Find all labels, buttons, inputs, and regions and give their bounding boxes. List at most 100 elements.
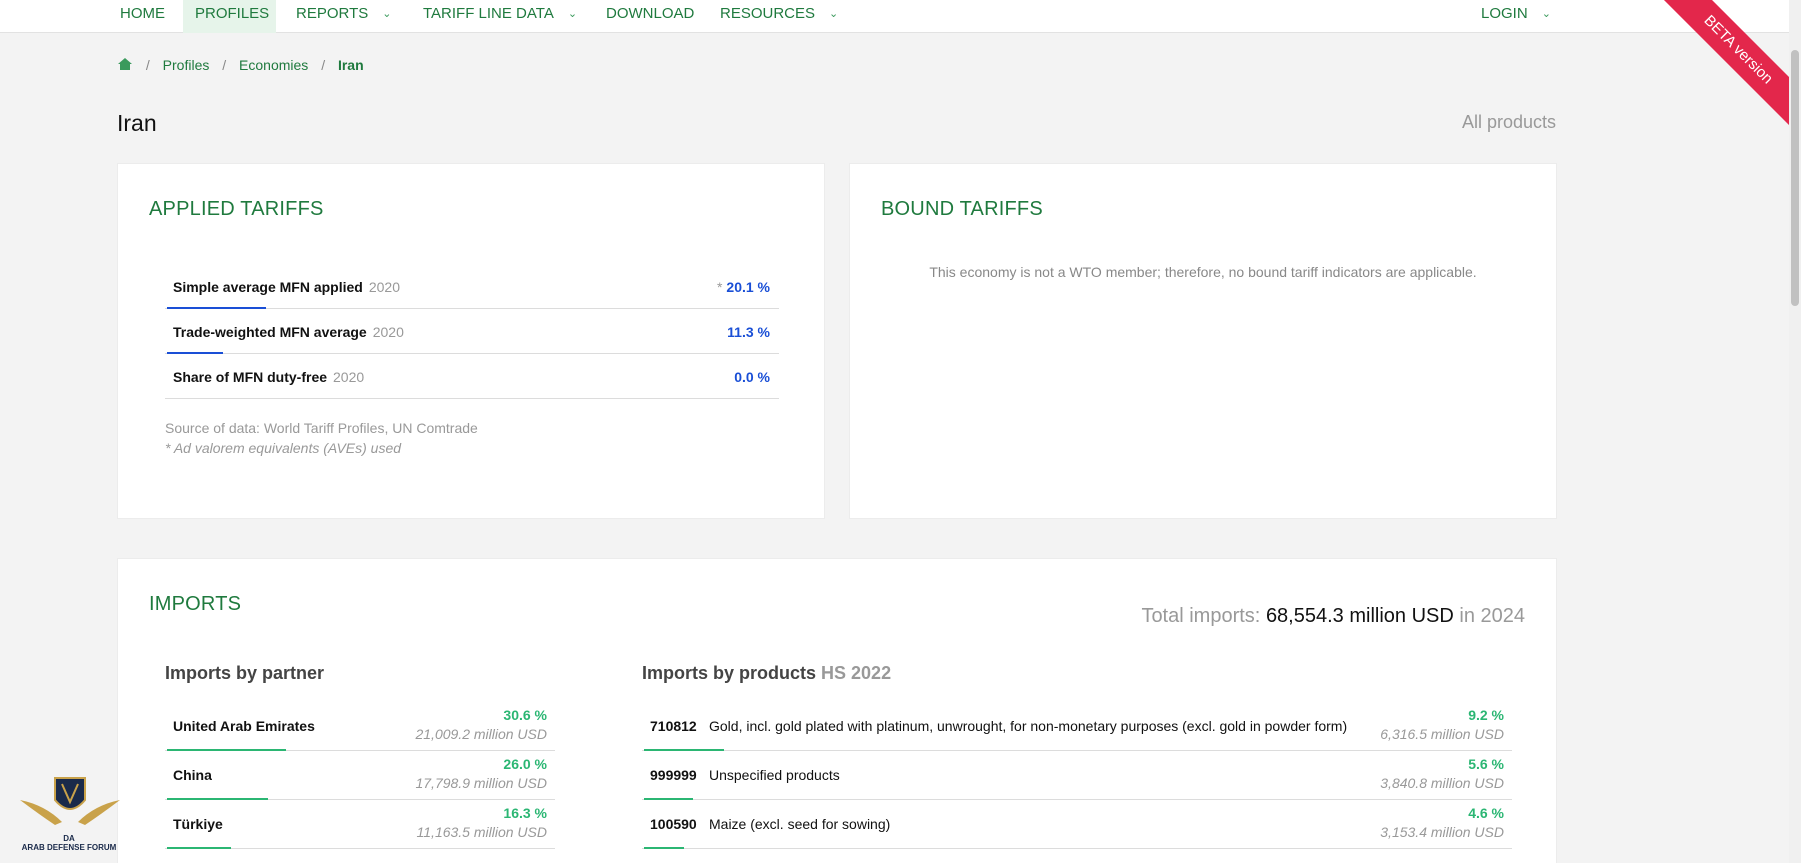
partner-share: 30.6 %	[503, 707, 547, 723]
product-code: 100590	[650, 816, 697, 832]
partner-name: China	[173, 767, 212, 783]
product-share: 4.6 %	[1468, 805, 1504, 821]
chevron-down-icon: ⌄	[382, 8, 392, 20]
product-share-bar	[644, 798, 693, 800]
total-imports-year: in 2024	[1459, 605, 1525, 627]
tariff-row-year: 2020	[333, 369, 365, 385]
total-imports-value: 68,554.3 million USD	[1265, 605, 1454, 627]
imports-card: IMPORTS Total imports: 68,554.3 million …	[117, 558, 1557, 863]
product-code: 710812	[650, 718, 697, 734]
partner-row[interactable]: Türkiye 16.3 % 11,163.5 million USD	[165, 800, 555, 849]
top-nav: HOME PROFILES REPORTS ⌄ TARIFF LINE DATA ⌄…	[0, 0, 1801, 33]
product-description: Maize (excl. seed for sowing)	[709, 816, 891, 832]
home-icon[interactable]	[117, 57, 137, 73]
page-title: Iran	[117, 110, 157, 136]
tariff-row-label: Simple average MFN applied 2020	[173, 279, 400, 295]
imports-title: IMPORTS	[149, 593, 242, 615]
scrollbar-thumb[interactable]	[1791, 50, 1799, 306]
tariff-row-value: 0.0 %	[734, 369, 770, 385]
product-share-bar	[644, 847, 684, 849]
hs-version: HS 2022	[821, 663, 892, 683]
tariff-row-number: 0.0 %	[734, 369, 770, 385]
forum-logo-monogram: DA	[63, 834, 75, 843]
tariff-row: Share of MFN duty-free 2020 0.0 %	[165, 354, 779, 399]
partner-share: 26.0 %	[503, 756, 547, 772]
forum-logo-text: DA ARAB DEFENSE FORUM	[10, 834, 128, 852]
tariff-row-label: Share of MFN duty-free 2020	[173, 369, 364, 385]
forum-logo	[10, 770, 130, 863]
product-value: 3,840.8 million USD	[1380, 775, 1504, 791]
breadcrumb-current: Iran	[337, 57, 364, 73]
total-imports-label: Total imports:	[1141, 605, 1261, 627]
bound-tariffs-message: This economy is not a WTO member; theref…	[929, 264, 1477, 280]
partner-value: 11,163.5 million USD	[416, 824, 547, 840]
nav-profiles[interactable]: PROFILES	[183, 0, 276, 33]
product-value: 3,153.4 million USD	[1380, 824, 1504, 840]
partner-value: 17,798.9 million USD	[415, 775, 547, 791]
tariff-row-year: 2020	[368, 279, 400, 295]
product-description: Gold, incl. gold plated with platinum, u…	[709, 718, 1348, 734]
imports-by-products-label: Imports by products	[642, 663, 817, 683]
tariff-row-name: Trade-weighted MFN average	[173, 324, 367, 340]
tariff-row-value: 11.3 %	[727, 324, 770, 340]
partner-value: 21,009.2 million USD	[415, 726, 547, 742]
nav-tariff-line-data[interactable]: TARIFF LINE DATA ⌄	[411, 0, 589, 33]
product-share: 9.2 %	[1468, 707, 1504, 723]
tariff-row-asterisk: *	[716, 279, 723, 295]
applied-tariffs-title: APPLIED TARIFFS	[149, 198, 324, 220]
imports-by-products-title: Imports by products HS 2022	[642, 663, 891, 684]
forum-logo-name: ARAB DEFENSE FORUM	[21, 843, 117, 852]
nav-login-label: LOGIN	[1481, 5, 1528, 22]
source-text: Source of data: World Tariff Profiles, U…	[165, 420, 478, 436]
nav-reports-label: REPORTS	[296, 5, 369, 22]
nav-resources-label: RESOURCES	[720, 5, 816, 22]
tariff-bar	[167, 352, 223, 354]
tariff-row-name: Share of MFN duty-free	[173, 369, 328, 385]
data-source: Source of data: World Tariff Profiles, U…	[165, 418, 478, 458]
tariff-bar	[167, 307, 266, 309]
product-row[interactable]: 100590 Maize (excl. seed for sowing) 4.6…	[642, 800, 1512, 849]
bound-tariffs-card: BOUND TARIFFS This economy is not a WTO …	[849, 163, 1557, 519]
nav-login[interactable]: LOGIN ⌄	[1469, 0, 1563, 33]
applied-tariffs-card: APPLIED TARIFFS Simple average MFN appli…	[117, 163, 825, 519]
partner-row[interactable]: United Arab Emirates 30.6 % 21,009.2 mil…	[165, 702, 555, 751]
breadcrumb: / Profiles / Economies / Iran	[117, 57, 364, 73]
chevron-down-icon: ⌄	[1541, 8, 1551, 20]
partner-share: 16.3 %	[503, 805, 547, 821]
bound-tariffs-title: BOUND TARIFFS	[881, 198, 1043, 220]
tariff-row: Simple average MFN applied 2020 * 20.1 %	[165, 264, 779, 309]
tariff-row-number: 20.1 %	[726, 279, 770, 295]
tariff-row-name: Simple average MFN applied	[173, 279, 363, 295]
chevron-down-icon: ⌄	[829, 8, 839, 20]
partner-share-bar	[167, 798, 268, 800]
product-value: 6,316.5 million USD	[1380, 726, 1504, 742]
tariff-row-value: * 20.1 %	[717, 279, 770, 295]
beta-ribbon-label: BETA version	[1661, 0, 1801, 140]
product-share: 5.6 %	[1468, 756, 1504, 772]
nav-home[interactable]: HOME	[120, 5, 165, 22]
nav-download[interactable]: DOWNLOAD	[606, 5, 695, 22]
imports-by-partner-title: Imports by partner	[165, 663, 325, 683]
breadcrumb-profiles[interactable]: Profiles	[162, 57, 210, 73]
product-share-bar	[644, 749, 724, 751]
product-row[interactable]: 999999 Unspecified products 5.6 % 3,840.…	[642, 751, 1512, 800]
tariff-row-number: 11.3 %	[727, 324, 770, 340]
all-products-selector[interactable]: All products	[1461, 112, 1556, 132]
page-scrollbar[interactable]	[1789, 0, 1801, 863]
nav-resources[interactable]: RESOURCES ⌄	[708, 0, 850, 33]
product-code: 999999	[650, 767, 697, 783]
breadcrumb-economies[interactable]: Economies	[239, 57, 309, 73]
partner-row[interactable]: China 26.0 % 17,798.9 million USD	[165, 751, 555, 800]
product-description: Unspecified products	[709, 767, 840, 783]
tariff-row: Trade-weighted MFN average 2020 11.3 %	[165, 309, 779, 354]
partner-share-bar	[167, 847, 231, 849]
beta-ribbon: BETA version	[1661, 0, 1801, 140]
nav-reports[interactable]: REPORTS ⌄	[284, 0, 403, 33]
tariff-row-label: Trade-weighted MFN average 2020	[173, 324, 404, 340]
chevron-down-icon: ⌄	[567, 8, 578, 20]
tariff-row-year: 2020	[372, 324, 404, 340]
ave-note: * Ad valorem equivalents (AVEs) used	[165, 440, 402, 456]
partner-name: Türkiye	[173, 816, 223, 832]
product-row[interactable]: 710812 Gold, incl. gold plated with plat…	[642, 702, 1512, 751]
partner-name: United Arab Emirates	[173, 718, 315, 734]
